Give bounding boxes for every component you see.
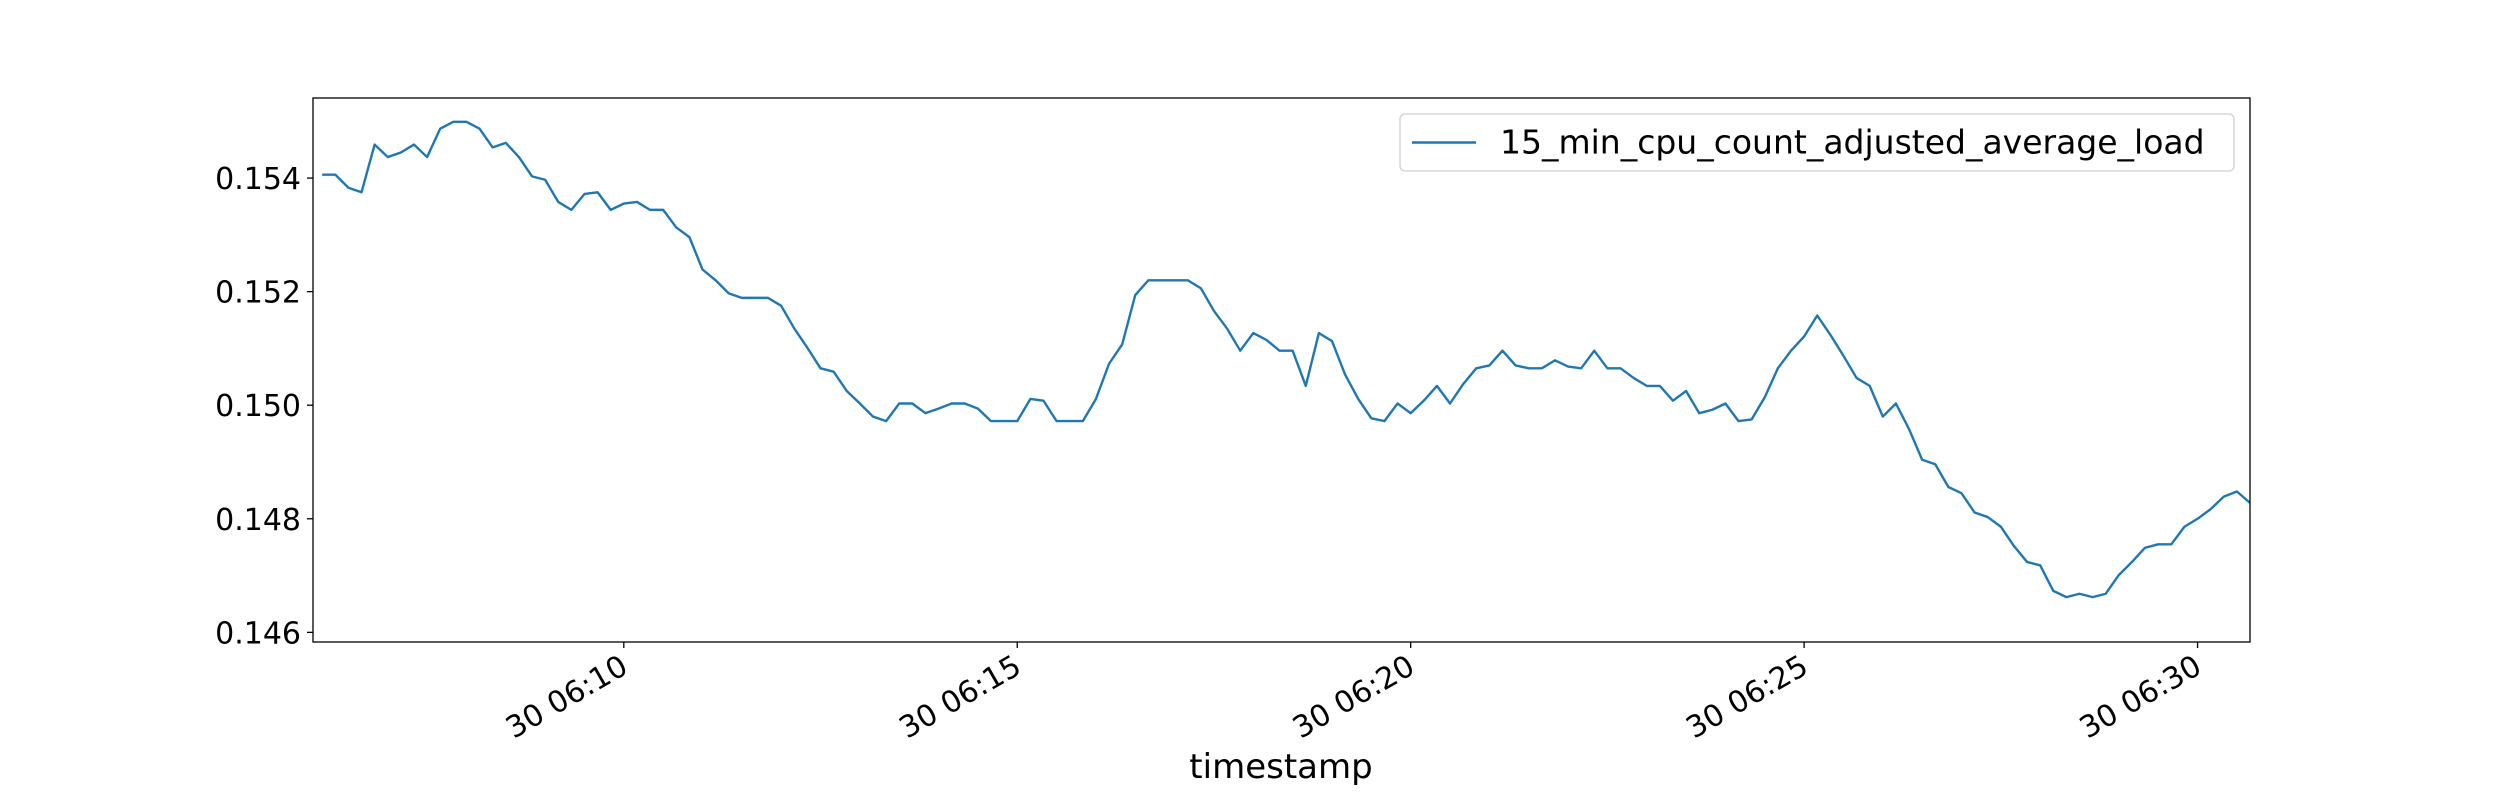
y-tick-label: 0.152: [215, 276, 301, 311]
x-tick-label: 30 06:15: [894, 649, 1028, 746]
legend-box: [1399, 113, 2235, 172]
x-tick-label: 30 06:20: [1287, 649, 1421, 746]
y-tick-label: 0.148: [215, 503, 301, 538]
line-series: [322, 120, 2251, 599]
x-tick-label: 30 06:10: [500, 649, 634, 746]
legend-label: 15_min_cpu_count_adjusted_average_load: [1500, 123, 2205, 162]
x-tick-label: 30 06:25: [1680, 649, 1814, 746]
x-axis-label: timestamp: [1189, 747, 1372, 787]
y-tick-label: 0.146: [215, 616, 301, 651]
x-tick-label: 30 06:30: [2074, 649, 2208, 746]
y-tick-label: 0.154: [215, 162, 301, 197]
y-tick-label: 0.150: [215, 389, 301, 424]
plot-frame: [312, 97, 2251, 643]
